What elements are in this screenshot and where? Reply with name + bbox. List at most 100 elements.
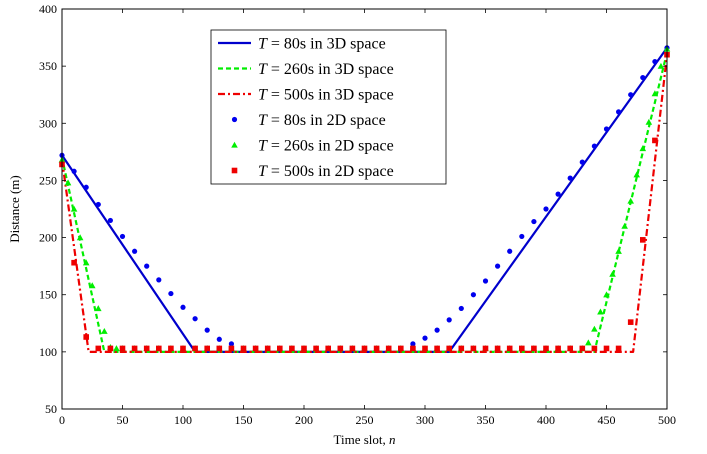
data-point-square (156, 345, 162, 352)
data-point-circle (616, 109, 622, 115)
data-point-circle (603, 126, 610, 132)
data-point-square (373, 345, 380, 352)
legend-item: T = 80s in 3D space (218, 36, 386, 53)
data-point-circle (156, 277, 162, 283)
x-tick-label: 0 (59, 413, 65, 427)
series-line (60, 54, 669, 353)
plot-layer (58, 45, 671, 353)
data-point-square (603, 345, 610, 352)
legend-label: T = 500s in 3D space (258, 87, 394, 104)
data-point-square (71, 259, 77, 266)
data-point-circle (519, 233, 525, 240)
data-point-circle (180, 304, 186, 310)
data-point-square (277, 345, 283, 352)
data-point-circle (132, 248, 138, 254)
data-point-square (519, 345, 525, 352)
data-point-circle (228, 341, 234, 347)
data-point-triangle (657, 62, 665, 69)
data-point-square (83, 334, 89, 340)
y-tick-label: 250 (39, 173, 57, 187)
data-point-square (252, 345, 259, 352)
data-point-circle (107, 217, 113, 224)
data-point-square (107, 345, 114, 352)
data-point-square (543, 345, 549, 352)
legend-item: T = 260s in 3D space (218, 61, 394, 78)
data-point-square (240, 345, 247, 352)
legend-item: T = 260s in 2D space (231, 138, 394, 155)
data-point-square (95, 345, 102, 352)
y-tick-label: 150 (39, 288, 57, 302)
data-point-triangle (609, 270, 616, 277)
data-point-square (131, 345, 138, 352)
data-point-triangle (627, 197, 634, 204)
y-tick-label: 300 (39, 116, 57, 130)
data-point-triangle (64, 179, 72, 186)
data-point-square (591, 345, 598, 352)
data-point-square (204, 345, 210, 352)
data-point-square (119, 345, 126, 352)
y-tick-label: 100 (39, 345, 57, 359)
data-point-circle (567, 175, 573, 181)
series-3 (60, 54, 669, 353)
legend-label: T = 80s in 2D space (258, 112, 386, 129)
data-point-square (398, 345, 404, 352)
legend: T = 80s in 3D space T = 260s in 3D space T… (210, 29, 447, 185)
x-tick-label: 500 (658, 413, 676, 427)
data-point-circle (231, 116, 238, 123)
x-tick-label: 150 (235, 413, 253, 427)
data-point-square (458, 345, 465, 352)
y-axis-label: Distance (m) (7, 175, 22, 243)
data-point-circle (555, 191, 561, 197)
data-point-triangle (76, 234, 84, 241)
data-point-square (313, 345, 319, 352)
data-point-triangle (651, 90, 659, 97)
data-point-square (289, 345, 295, 352)
data-point-square (434, 345, 440, 352)
data-point-circle (591, 143, 598, 149)
data-point-square (422, 345, 428, 352)
data-point-circle (446, 317, 452, 323)
y-tick-label: 200 (39, 231, 57, 245)
data-point-square (652, 137, 658, 144)
data-point-square (168, 345, 174, 352)
x-axis-label: Time slot, n (333, 432, 395, 447)
data-point-triangle (591, 325, 598, 332)
data-point-circle (652, 58, 658, 65)
legend-box (210, 29, 447, 185)
data-point-circle (640, 74, 646, 81)
x-tick-label: 200 (295, 413, 313, 427)
data-point-triangle (101, 327, 108, 334)
data-point-circle (71, 168, 77, 174)
data-point-circle (95, 201, 101, 208)
data-point-square (640, 237, 646, 243)
data-point-circle (204, 327, 210, 333)
data-point-square (361, 345, 368, 352)
data-point-square (579, 345, 586, 352)
x-tick-label: 250 (356, 413, 374, 427)
data-point-square (531, 345, 537, 352)
data-point-circle (422, 335, 428, 341)
data-point-triangle (88, 282, 96, 289)
data-point-triangle (70, 205, 78, 212)
data-point-triangle (82, 259, 90, 266)
legend-item: T = 500s in 3D space (218, 87, 394, 104)
x-tick-label: 100 (174, 413, 192, 427)
data-point-circle (192, 316, 198, 322)
series-6 (59, 51, 670, 352)
data-point-square (143, 345, 150, 352)
data-point-circle (543, 206, 549, 212)
data-point-square (301, 345, 307, 352)
x-tick-label: 350 (477, 413, 495, 427)
data-point-square (506, 345, 513, 352)
data-point-square (349, 345, 356, 352)
data-point-triangle (597, 308, 604, 315)
data-point-circle (83, 184, 89, 190)
data-point-square (627, 319, 634, 325)
data-point-triangle (615, 247, 622, 254)
data-point-circle (482, 278, 489, 284)
data-point-circle (144, 263, 150, 269)
data-point-square (446, 345, 452, 352)
y-tick-label: 350 (39, 59, 57, 73)
data-point-circle (216, 336, 222, 342)
